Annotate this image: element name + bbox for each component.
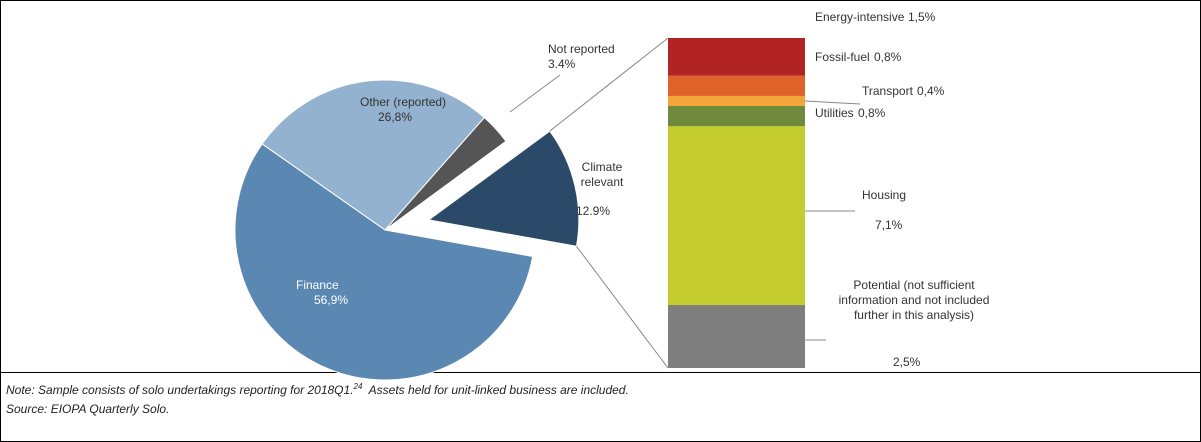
- bar-segment: [668, 305, 805, 368]
- bar-value: 2,5%: [893, 355, 921, 369]
- leader-line: [509, 74, 561, 113]
- pie-slice: [261, 79, 486, 231]
- bar-label: Utilities: [815, 106, 854, 120]
- bar-value: 7,1%: [875, 218, 903, 232]
- leader-line: [804, 100, 861, 105]
- bar-label: Energy-intensive: [815, 10, 905, 24]
- bar-segment: [668, 75, 805, 96]
- bar-segment: [668, 106, 805, 127]
- bar-label: Housing: [862, 188, 907, 202]
- slice-label: Climate relevant: [580, 160, 624, 189]
- bar-segment: [668, 126, 805, 306]
- note-superscript: 24: [353, 382, 363, 391]
- slice-value: 56,9%: [314, 293, 349, 307]
- slice-label: Other (reported): [360, 95, 447, 109]
- connector-line: [549, 37, 669, 132]
- pie-slice: [234, 143, 534, 381]
- bar-label: Potential (not sufficient information an…: [838, 278, 990, 322]
- bar-value: 1,5%: [908, 10, 936, 24]
- bar-segment: [668, 95, 805, 107]
- slice-value: 3.4%: [548, 57, 576, 71]
- bar-value: 0,8%: [874, 50, 902, 64]
- pie-slice: [384, 116, 507, 231]
- note-text: Assets held for unit-linked business are…: [368, 383, 629, 397]
- note: Note: Sample consists of solo undertakin…: [6, 377, 629, 419]
- bar-segment: [668, 38, 805, 76]
- slice-value: 12.9%: [576, 204, 611, 218]
- slice-value: 26,8%: [378, 110, 413, 124]
- note-line: Note: Sample consists of solo undertakin…: [6, 377, 629, 400]
- bar-label: Transport: [862, 84, 913, 98]
- slice-label: Not reported: [548, 42, 615, 56]
- connector-line: [576, 245, 669, 369]
- bar-value: 0,4%: [917, 84, 945, 98]
- slice-label: Finance: [296, 278, 339, 292]
- bar-value: 0,8%: [858, 106, 886, 120]
- bar-label: Fossil-fuel: [815, 50, 870, 64]
- note-text: Note: Sample consists of solo undertakin…: [6, 383, 354, 397]
- pie-slice: [427, 130, 580, 247]
- source: Source: EIOPA Quarterly Solo.: [6, 402, 170, 416]
